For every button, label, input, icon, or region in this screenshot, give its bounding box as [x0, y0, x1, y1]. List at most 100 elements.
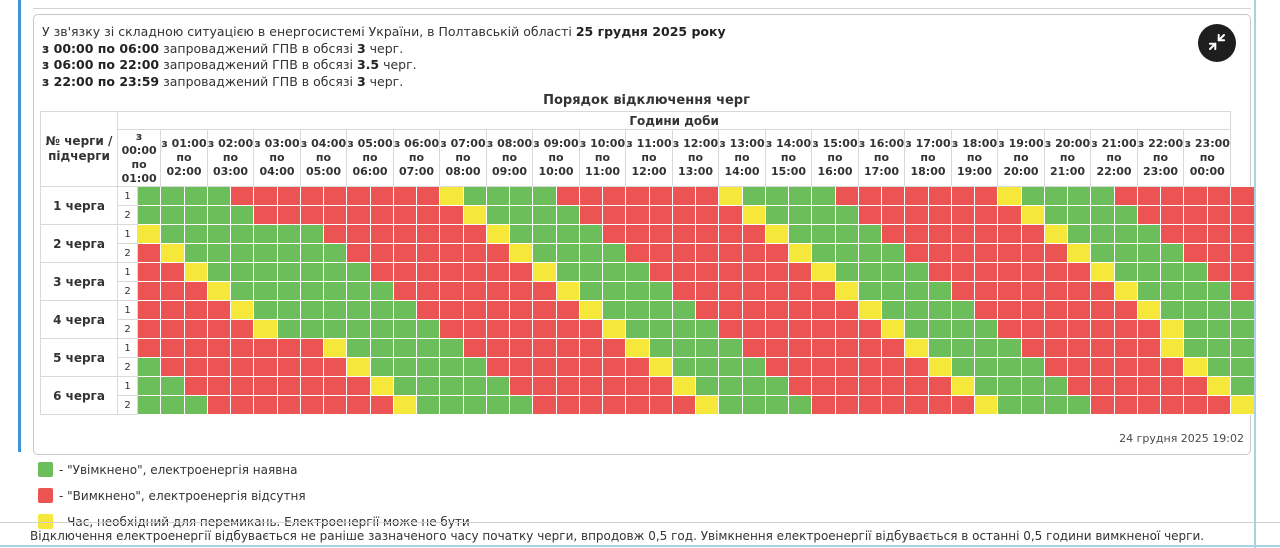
- hour-column-header-6: з 06:00 по 07:00: [392, 129, 441, 187]
- schedule-cell: [834, 319, 859, 339]
- schedule-cell: [811, 357, 836, 377]
- schedule-cell: [462, 376, 487, 396]
- schedule-cell: [346, 376, 371, 396]
- schedule-cell: [508, 243, 534, 263]
- schedule-cell: [1136, 281, 1162, 301]
- schedule-cell: [1113, 338, 1138, 358]
- schedule-cell: [904, 224, 929, 244]
- schedule-cell: [369, 205, 394, 225]
- schedule-cell: [764, 376, 790, 396]
- schedule-cell: [694, 205, 720, 225]
- schedule-cell: [625, 357, 650, 377]
- schedule-cell: [904, 395, 929, 415]
- schedule-cell: [1066, 357, 1092, 377]
- schedule-cell: [601, 224, 627, 244]
- schedule-cell: [741, 338, 766, 358]
- schedule-cell: [718, 300, 743, 320]
- schedule-cell: [1183, 300, 1208, 320]
- schedule-cell: [392, 205, 418, 225]
- schedule-cell: [229, 395, 255, 415]
- schedule-cell: [741, 281, 766, 301]
- schedule-cell: [508, 186, 534, 206]
- schedule-cell: [462, 281, 487, 301]
- schedule-cell: [485, 338, 511, 358]
- schedule-cell: [1206, 357, 1232, 377]
- schedule-cell: [485, 243, 511, 263]
- schedule-cell: [857, 205, 883, 225]
- schedule-cell: [601, 243, 627, 263]
- schedule-cell: [1043, 357, 1069, 377]
- footer-note: Відключення електроенергії відбувається …: [30, 529, 1205, 543]
- schedule-cell: [253, 281, 278, 301]
- schedule-cell: [253, 357, 278, 377]
- hour-column-header-22: з 22:00 по 23:00: [1136, 129, 1185, 187]
- schedule-cell: [950, 186, 976, 206]
- schedule-cell: [415, 205, 441, 225]
- schedule-cell: [322, 262, 348, 282]
- schedule-cell: [718, 205, 743, 225]
- schedule-cell: [532, 281, 557, 301]
- schedule-cell: [392, 319, 418, 339]
- schedule-cell: [811, 224, 836, 244]
- schedule-cell: [392, 338, 418, 358]
- schedule-cell: [648, 186, 673, 206]
- schedule-cell: [601, 357, 627, 377]
- schedule-cell: [1159, 319, 1185, 339]
- schedule-cell: [718, 243, 743, 263]
- schedule-cell: [183, 319, 208, 339]
- generated-timestamp: 24 грудня 2025 19:02: [1119, 432, 1244, 445]
- schedule-cell: [322, 205, 348, 225]
- schedule-cell: [415, 395, 441, 415]
- schedule-row-3-черга-2: 2: [41, 281, 1255, 301]
- schedule-cell: [299, 205, 325, 225]
- schedule-cell: [1113, 376, 1138, 396]
- schedule-cell: [1183, 357, 1208, 377]
- schedule-cell: [462, 395, 487, 415]
- schedule-cell: [811, 186, 836, 206]
- schedule-cell: [601, 376, 627, 396]
- schedule-cell: [415, 262, 441, 282]
- schedule-cell: [694, 186, 720, 206]
- schedule-cell: [415, 224, 441, 244]
- schedule-cell: [904, 281, 929, 301]
- schedule-cell: [555, 243, 580, 263]
- schedule-cell: [880, 376, 906, 396]
- schedule-cell: [601, 281, 627, 301]
- schedule-cell: [229, 243, 255, 263]
- schedule-cell: [1090, 338, 1115, 358]
- schedule-cell: [950, 243, 976, 263]
- schedule-cell: [253, 319, 278, 339]
- schedule-cell: [625, 395, 650, 415]
- schedule-cell: [1230, 338, 1255, 358]
- schedule-row-4-черга-2: 2: [41, 319, 1255, 339]
- schedule-cell: [439, 281, 464, 301]
- schedule-cell: [880, 186, 906, 206]
- collapse-button[interactable]: [1198, 24, 1236, 62]
- schedule-cell: [485, 262, 511, 282]
- schedule-cell: [950, 224, 976, 244]
- corner-header: № черги / підчерги: [40, 111, 118, 187]
- schedule-cell: [578, 357, 604, 377]
- schedule-cell: [1066, 243, 1092, 263]
- schedule-cell: [1043, 205, 1069, 225]
- schedule-cell: [648, 319, 673, 339]
- schedule-cell: [764, 243, 790, 263]
- schedule-cell: [741, 262, 766, 282]
- queue-label-4: 4 черга: [40, 300, 118, 339]
- schedule-cell: [229, 262, 255, 282]
- schedule-cell: [973, 357, 999, 377]
- schedule-cell: [1183, 319, 1208, 339]
- schedule-cell: [578, 319, 604, 339]
- schedule-cell: [299, 319, 325, 339]
- schedule-cell: [439, 300, 464, 320]
- schedule-cell: [834, 243, 859, 263]
- schedule-cell: [392, 243, 418, 263]
- schedule-cell: [183, 395, 208, 415]
- schedule-row-3-черга-1: 3 черга 1: [40, 262, 1255, 301]
- schedule-cell: [973, 262, 999, 282]
- schedule-cell: [648, 395, 673, 415]
- schedule-cell: [671, 376, 697, 396]
- subqueue-label: 1: [117, 300, 138, 320]
- schedule-cell: [950, 376, 976, 396]
- schedule-cell: [1183, 205, 1208, 225]
